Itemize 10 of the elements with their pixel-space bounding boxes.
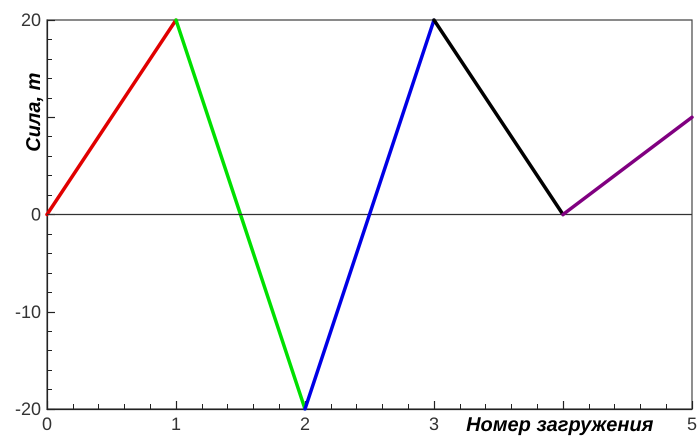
- y-tick-label: -20: [14, 399, 41, 419]
- y-tick-label: -10: [14, 302, 41, 322]
- y-tick-label: 20: [20, 10, 41, 30]
- x-tick-label: 3: [428, 414, 440, 434]
- x-tick-label: 2: [300, 414, 310, 434]
- x-tick-label: 5: [686, 414, 697, 434]
- x-axis-title: Номер загружения: [466, 414, 654, 436]
- x-tick-label: 1: [170, 414, 182, 434]
- y-axis-title: Сила, т: [23, 72, 45, 152]
- y-tick-label: 0: [30, 204, 41, 224]
